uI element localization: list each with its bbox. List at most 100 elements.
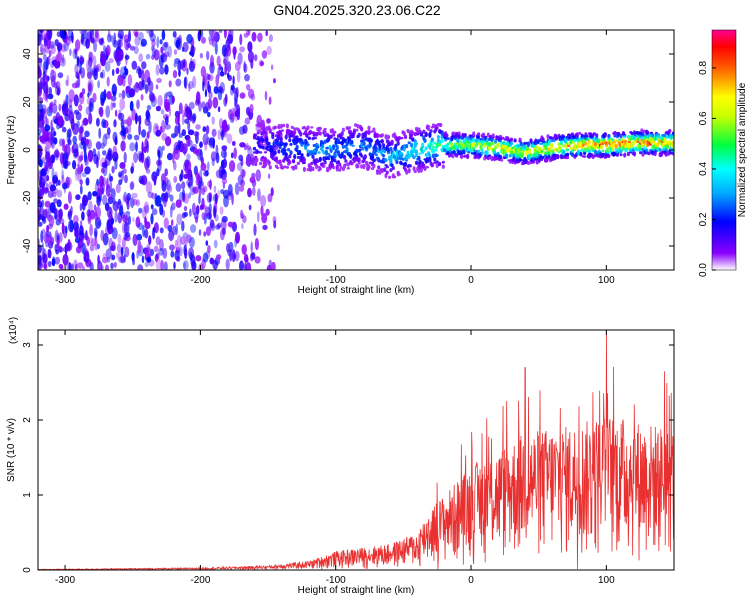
spectrogram-cell [216, 222, 222, 229]
spectrogram-cell [284, 152, 288, 158]
spectrogram-cell [95, 156, 99, 169]
spectrogram-cell [195, 124, 201, 130]
spectrogram-cell [82, 30, 87, 37]
spectrogram-cell [77, 262, 84, 269]
spectrogram-cell [265, 30, 269, 37]
spectrogram-cell [76, 56, 80, 67]
spectrogram-cell [181, 46, 185, 52]
spectrogram-cell [132, 216, 135, 223]
spectrogram-cell [45, 230, 52, 238]
spectrogram-cell [247, 50, 255, 63]
spectrogram-cell [190, 45, 195, 58]
spectrogram-cell [435, 160, 439, 164]
spectrogram-cell [671, 140, 674, 146]
spectrogram-cell [80, 242, 87, 255]
spectrogram-cell [195, 255, 202, 262]
spectrogram-cell [263, 151, 268, 154]
spectrogram-cell [430, 137, 434, 142]
spectrogram-cell [238, 126, 245, 135]
spectrogram-cell [438, 161, 442, 166]
spectrogram-cell [271, 134, 275, 140]
spectrogram-cell [494, 145, 498, 150]
spectrogram-cell [101, 69, 106, 79]
spectrogram-cell [412, 155, 416, 160]
spectrogram-cell [93, 40, 97, 53]
spectrogram-cell [155, 84, 159, 90]
spectrogram-cell [271, 261, 276, 270]
spectrogram-cell [581, 143, 585, 147]
spectrogram-cell [181, 109, 188, 118]
spectrogram-cell [224, 63, 228, 76]
spectrogram-cell [98, 175, 105, 187]
spectrogram-cell [259, 145, 263, 149]
spectrogram-cell [615, 153, 620, 157]
spectrogram-cell [210, 54, 214, 68]
spectrogram-cell [431, 145, 436, 149]
spectrogram-cell [78, 133, 83, 142]
spectrogram-cell [472, 131, 476, 137]
spectrogram-cell [111, 227, 118, 240]
colorbar-tick-label: 0.4 [698, 162, 709, 176]
spectrogram-cell [260, 195, 267, 207]
spectrogram-cell [302, 125, 306, 130]
spectrogram-cell [234, 182, 240, 196]
spectrogram-cell [178, 69, 181, 77]
spectrogram-cell [190, 224, 197, 233]
spectrogram-cell [428, 132, 432, 138]
spectrogram-cell [40, 230, 44, 243]
spectrogram-cell [326, 146, 330, 150]
spectrogram-cell [208, 90, 213, 100]
spectrogram-cell [226, 133, 233, 144]
spectrogram-cell [578, 131, 582, 135]
x-tick-label: 100 [598, 275, 615, 286]
spectrogram-cell [49, 102, 53, 110]
spectrogram-cell [54, 229, 59, 243]
spectrogram-cell [175, 182, 182, 192]
snr-line [38, 331, 674, 570]
spectrogram-cell [75, 111, 82, 121]
spectrogram-cell [187, 120, 191, 131]
spectrogram-cell [43, 232, 50, 244]
spectrogram-cell [273, 150, 277, 156]
spectrogram-cell [619, 149, 623, 153]
spectrogram-cell [207, 111, 211, 118]
spectrogram-cell [42, 253, 48, 264]
spectrogram-cell [451, 155, 455, 159]
spectrogram-cell [326, 166, 330, 172]
spectrogram-cell [72, 160, 77, 170]
spectrogram-cell [47, 30, 52, 41]
spectrogram-cell [44, 115, 48, 127]
spectrogram-cell [132, 233, 138, 246]
spectrogram-cell [155, 257, 161, 270]
spectrogram-cell [375, 169, 380, 173]
spectrogram-cell [75, 39, 81, 52]
snr-y-axis-label: SNR (10 * v/v) [6, 418, 17, 482]
spectrogram-cell [587, 140, 592, 144]
spectrogram-cell [593, 149, 598, 155]
spectrogram-cell [38, 186, 43, 199]
spectrogram-cell [155, 129, 161, 137]
spectrogram-cell [157, 150, 161, 159]
spectrogram-cell [221, 215, 228, 223]
spectrogram-cell [257, 188, 261, 202]
spectrogram-cell [140, 94, 144, 101]
spectrogram-cell [117, 74, 124, 86]
spectrogram-cell [217, 129, 222, 141]
spectrogram-cell [591, 154, 595, 159]
spectrogram-cell [62, 145, 68, 152]
spectrogram-cell [607, 134, 611, 139]
spectrogram-cell [169, 205, 173, 218]
spectrogram-cell [127, 115, 133, 124]
spectrogram-cell [145, 53, 151, 60]
spectrogram-cell [663, 137, 667, 143]
spectrogram-cell [410, 142, 414, 148]
spectrogram-cell [216, 254, 222, 260]
spectrogram-cell [254, 133, 258, 137]
spectrogram-cell [44, 200, 51, 208]
spectrogram-cell [386, 134, 391, 140]
spectrogram-cell [170, 250, 175, 258]
x-tick-label: -100 [326, 275, 346, 286]
spectrogram-cell [80, 38, 84, 45]
spectrogram-cell [177, 111, 180, 125]
spectrogram-cell [390, 163, 394, 167]
